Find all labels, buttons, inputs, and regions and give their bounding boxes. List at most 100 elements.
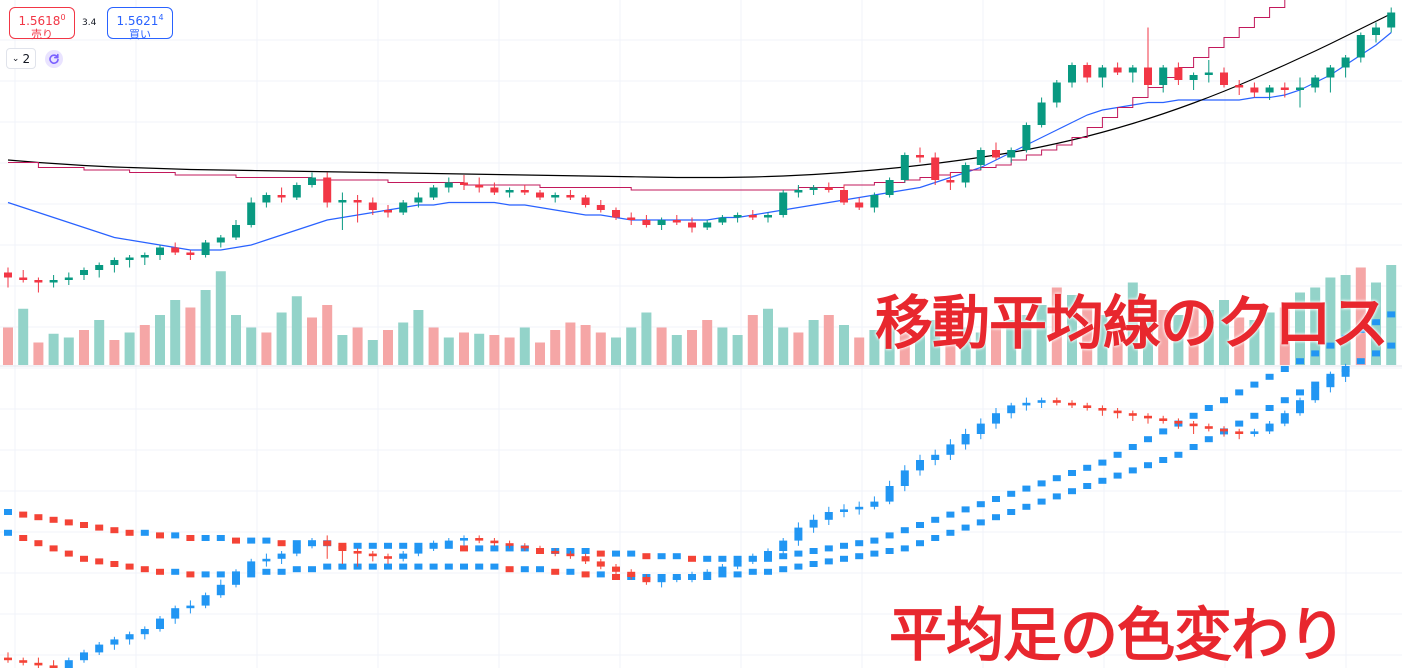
volume-bar xyxy=(702,320,713,365)
candle-body xyxy=(19,277,28,280)
refresh-icon xyxy=(49,53,59,64)
ha-body xyxy=(824,512,833,520)
ha-body xyxy=(1113,410,1122,414)
ha-ribbon-block xyxy=(1098,477,1107,484)
ha-ribbon-block xyxy=(64,550,73,557)
candle-body xyxy=(1007,150,1016,158)
candle-body xyxy=(323,177,332,203)
ha-ribbon-block xyxy=(1022,485,1031,492)
ha-ribbon-block xyxy=(216,535,225,541)
buy-button[interactable]: 1.56214 買い xyxy=(107,7,173,41)
volume-bar xyxy=(261,332,272,365)
ha-body xyxy=(718,566,727,572)
ha-ribbon-block xyxy=(840,542,848,549)
ha-ribbon-block xyxy=(1341,334,1350,341)
ha-body xyxy=(1174,421,1183,424)
candle-body xyxy=(49,280,58,283)
candle-body xyxy=(900,155,909,180)
ha-ribbon-block xyxy=(64,519,73,526)
ha-ribbon-block xyxy=(779,553,788,560)
candle-body xyxy=(171,247,180,253)
ha-body xyxy=(95,644,104,653)
candle-body xyxy=(34,280,43,283)
ha-body xyxy=(4,657,12,661)
candle-body xyxy=(748,215,757,218)
candle-body xyxy=(125,257,134,260)
annotation-ha-color-change: 平均足の色変わり xyxy=(889,601,1346,669)
ha-ribbon-block xyxy=(642,553,651,560)
volume-bar xyxy=(79,330,89,365)
ha-ribbon-block xyxy=(946,529,955,536)
volume-bar xyxy=(899,327,910,365)
ha-body xyxy=(1280,413,1289,424)
sell-button[interactable]: 1.56180 売り xyxy=(9,7,75,41)
ha-ribbon-block xyxy=(1372,319,1380,326)
ha-ribbon-block xyxy=(1235,420,1244,427)
ha-ribbon-block xyxy=(976,519,985,526)
volume-bar xyxy=(155,315,165,365)
candle-body xyxy=(368,202,377,210)
chevron-down-icon: ⌄ xyxy=(11,53,20,64)
ha-ribbon-block xyxy=(748,568,757,575)
candle-body xyxy=(1387,12,1396,28)
ha-body xyxy=(186,605,195,609)
ha-body xyxy=(1341,369,1350,377)
volume-bar xyxy=(1173,315,1184,365)
candle-body xyxy=(201,242,210,255)
ha-ribbon-block xyxy=(156,568,164,575)
ha-body xyxy=(1265,423,1274,432)
ha-ribbon-block xyxy=(490,545,499,552)
ha-ribbon-block xyxy=(171,532,180,539)
candle-body xyxy=(429,187,438,198)
candle-body xyxy=(992,150,1000,158)
candle-body xyxy=(855,202,864,208)
candle-body xyxy=(1144,67,1152,85)
refresh-button[interactable] xyxy=(45,50,63,68)
lots-dropdown[interactable]: ⌄ 2 xyxy=(6,48,36,69)
ha-ribbon-block xyxy=(946,511,955,518)
volume-bar xyxy=(1067,295,1077,365)
candle-body xyxy=(672,220,681,223)
candle-body xyxy=(277,195,286,198)
ha-ribbon-block xyxy=(1113,451,1122,458)
candle-body xyxy=(946,180,955,183)
candle-body xyxy=(1296,87,1304,90)
ha-ribbon-block xyxy=(232,537,240,544)
ha-ribbon-block xyxy=(201,571,210,578)
ha-ribbon-block xyxy=(931,516,940,523)
volume-bar xyxy=(884,312,895,365)
candle-body xyxy=(1280,87,1289,90)
volume-bar xyxy=(945,310,956,365)
volume-bar xyxy=(869,330,880,365)
ha-ribbon-block xyxy=(855,540,864,547)
ha-ribbon-block xyxy=(536,566,544,573)
ha-ribbon-block xyxy=(672,553,681,560)
ha-body xyxy=(1007,405,1016,414)
volume-bar xyxy=(611,337,621,365)
volume-bar xyxy=(519,327,530,365)
volume-bar xyxy=(489,335,500,365)
candle-body xyxy=(338,200,347,203)
candle-body xyxy=(1022,125,1031,150)
ha-body xyxy=(1037,400,1046,403)
candle-body xyxy=(505,190,514,193)
volume-bar xyxy=(1279,307,1290,365)
candle-body xyxy=(1174,67,1183,80)
ha-ribbon-block xyxy=(125,563,134,570)
ha-body xyxy=(414,548,423,554)
ha-ribbon-block xyxy=(931,535,940,541)
candle-body xyxy=(536,192,544,198)
ha-ribbon-block xyxy=(475,563,484,570)
candle-body xyxy=(1083,65,1092,78)
ha-body xyxy=(672,577,681,580)
ha-ribbon-block xyxy=(703,555,712,562)
ha-ribbon-block xyxy=(809,548,818,554)
ha-body xyxy=(460,538,468,541)
ha-body xyxy=(1022,402,1031,406)
ha-ribbon-block xyxy=(1280,397,1289,404)
candle-body xyxy=(1326,67,1335,78)
ha-ribbon-block xyxy=(80,522,88,528)
ha-ribbon-block xyxy=(794,550,803,557)
candle-body xyxy=(809,187,818,190)
ha-ribbon-block xyxy=(399,563,408,570)
